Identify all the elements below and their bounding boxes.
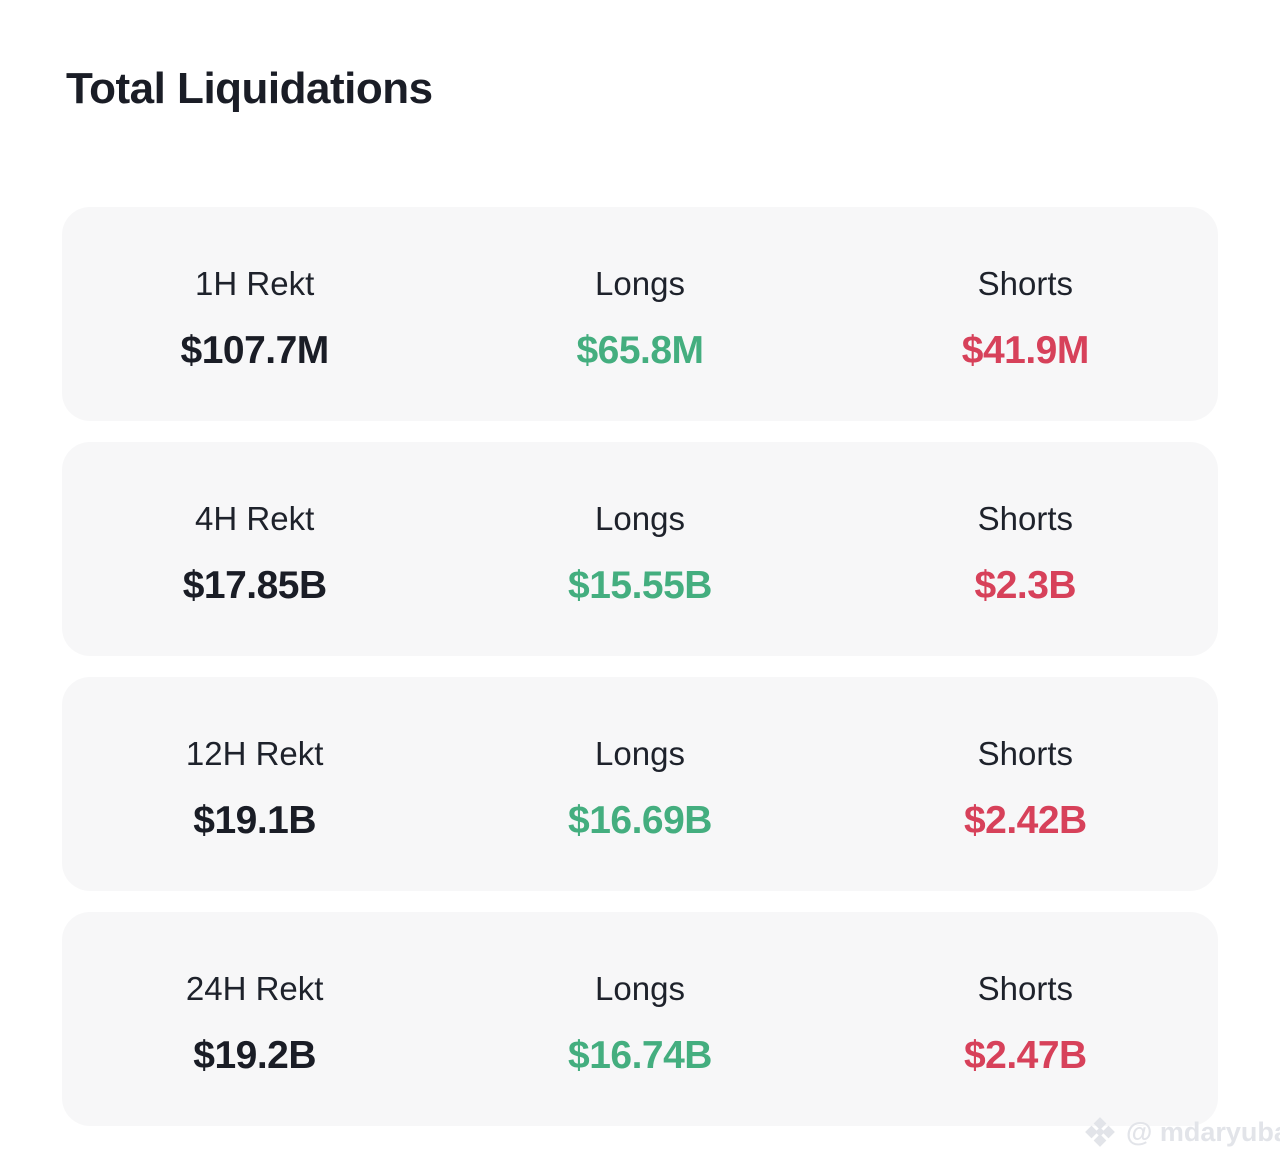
shorts-label: Shorts	[977, 735, 1074, 772]
shorts-column: Shorts $2.47B	[833, 972, 1218, 1126]
page-title: Total Liquidations	[66, 64, 433, 113]
period-label: 1H Rekt	[195, 265, 315, 302]
rekt-total-column: 4H Rekt $17.85B	[62, 502, 447, 656]
rekt-total-value: $19.1B	[193, 799, 317, 842]
shorts-column: Shorts $2.42B	[833, 737, 1218, 891]
longs-column: Longs $16.74B	[447, 972, 832, 1126]
longs-column: Longs $15.55B	[447, 502, 832, 656]
longs-label: Longs	[595, 970, 685, 1007]
period-label: 12H Rekt	[185, 735, 324, 772]
longs-value: $16.74B	[568, 1034, 712, 1077]
longs-label: Longs	[595, 500, 685, 537]
watermark-handle: @ mdaryubak7	[1126, 1116, 1280, 1147]
shorts-label: Shorts	[977, 500, 1074, 537]
shorts-value: $2.47B	[963, 1034, 1087, 1077]
longs-column: Longs $16.69B	[447, 737, 832, 891]
longs-column: Longs $65.8M	[447, 267, 832, 421]
shorts-value: $2.3B	[974, 564, 1077, 607]
shorts-value: $41.9M	[961, 329, 1090, 372]
longs-label: Longs	[595, 265, 685, 302]
rekt-total-column: 12H Rekt $19.1B	[62, 737, 447, 891]
liquidation-cards: 1H Rekt $107.7M Longs $65.8M Shorts $41.…	[62, 207, 1218, 1126]
rekt-total-column: 1H Rekt $107.7M	[62, 267, 447, 421]
period-label: 24H Rekt	[185, 970, 324, 1007]
watermark: @ mdaryubak7	[1083, 1115, 1280, 1149]
liquidation-card-1h: 1H Rekt $107.7M Longs $65.8M Shorts $41.…	[62, 207, 1218, 421]
longs-label: Longs	[595, 735, 685, 772]
period-label: 4H Rekt	[195, 500, 315, 537]
longs-value: $15.55B	[568, 564, 712, 607]
longs-value: $16.69B	[568, 799, 712, 842]
liquidation-card-4h: 4H Rekt $17.85B Longs $15.55B Shorts $2.…	[62, 442, 1218, 656]
shorts-column: Shorts $41.9M	[833, 267, 1218, 421]
liquidation-card-12h: 12H Rekt $19.1B Longs $16.69B Shorts $2.…	[62, 677, 1218, 891]
longs-value: $65.8M	[576, 329, 704, 372]
shorts-label: Shorts	[977, 265, 1074, 302]
shorts-value: $2.42B	[963, 799, 1087, 842]
binance-diamond-icon	[1083, 1115, 1117, 1149]
rekt-total-value: $17.85B	[182, 564, 327, 607]
shorts-column: Shorts $2.3B	[833, 502, 1218, 656]
rekt-total-value: $19.2B	[193, 1034, 317, 1077]
rekt-total-column: 24H Rekt $19.2B	[62, 972, 447, 1126]
liquidation-card-24h: 24H Rekt $19.2B Longs $16.74B Shorts $2.…	[62, 912, 1218, 1126]
shorts-label: Shorts	[977, 970, 1074, 1007]
rekt-total-value: $107.7M	[180, 329, 330, 372]
